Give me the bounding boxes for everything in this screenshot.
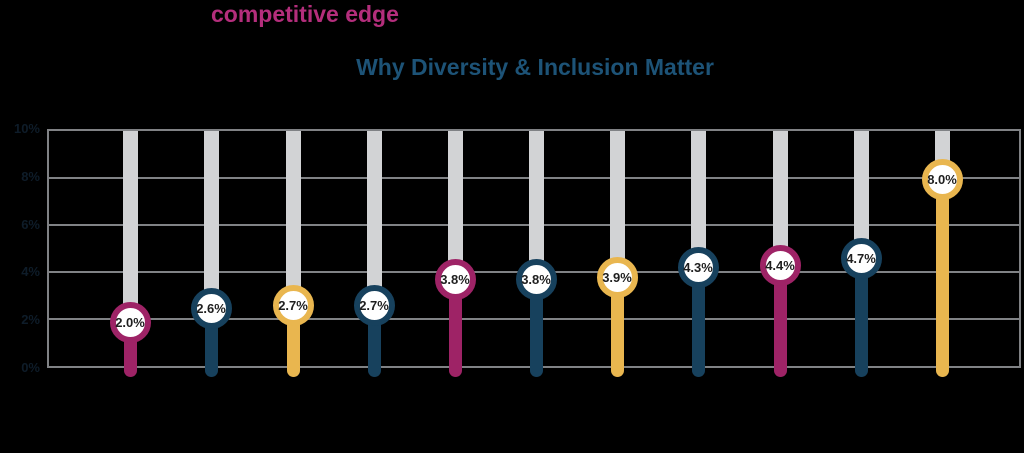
y-axis-tick-labels: 10% 8% 6% 4% 2% 0% [0, 121, 43, 375]
value-badge: 8.0% [921, 158, 963, 200]
lollipop-track [203, 131, 219, 308]
value-badge: 2.0% [109, 301, 151, 343]
lollipop-track [690, 131, 706, 267]
lollipop-stem [935, 179, 949, 377]
value-badge: 3.8% [515, 258, 557, 300]
headline: competitive edge [0, 0, 1024, 32]
value-badge: 2.6% [190, 287, 232, 329]
y-axis-tick-label: 8% [21, 168, 40, 184]
lollipop-track [853, 131, 869, 258]
y-axis-tick-label: 0% [21, 360, 40, 375]
value-badge: 3.9% [596, 256, 638, 298]
value-badge: 4.4% [759, 244, 801, 286]
value-badge: 2.7% [353, 284, 395, 326]
value-badge: 2.7% [272, 284, 314, 326]
lollipop-stem [610, 277, 624, 377]
lollipop-stem [854, 258, 868, 377]
lollipop-stem [529, 279, 543, 377]
lollipop-stem [691, 267, 705, 377]
lollipop-track [528, 131, 544, 279]
y-axis-tick-label: 4% [21, 264, 40, 280]
value-badge: 4.3% [677, 246, 719, 288]
plot-area: 2.0% 2.6% 2.7% 2.7% 3.8% 3.8% 3.9% 4.3% 4.4% 4.7%… [47, 129, 1021, 377]
chart-title: Why Diversity & Inclusion Matter [356, 54, 714, 80]
lollipop-track [609, 131, 625, 277]
y-axis-tick-label: 2% [21, 312, 40, 328]
lollipop-stem [448, 279, 462, 377]
lollipop-track [122, 131, 138, 322]
value-badge: 4.7% [840, 237, 882, 279]
y-axis-tick-label: 10% [13, 121, 40, 136]
y-axis-tick-label: 6% [21, 216, 40, 232]
value-badge: 3.8% [434, 258, 476, 300]
lollipop-track [447, 131, 463, 279]
lollipop-stem [773, 265, 787, 377]
lollipop-track [285, 131, 301, 305]
lollipop-track [366, 131, 382, 305]
lollipop-track [772, 131, 788, 265]
headline-highlight: competitive edge [211, 1, 399, 27]
